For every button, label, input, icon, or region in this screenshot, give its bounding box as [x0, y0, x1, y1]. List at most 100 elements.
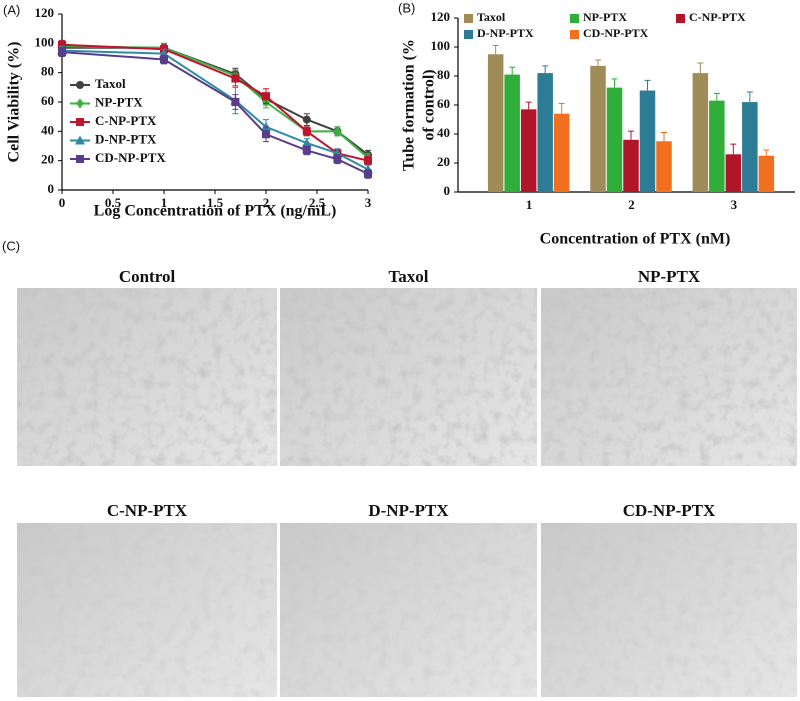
- point: [301, 138, 312, 148]
- bar: [623, 139, 639, 192]
- bar: [504, 74, 520, 192]
- image-title: C-NP-PTX: [107, 501, 188, 520]
- error-bar: [628, 130, 634, 140]
- legend-label: NP-PTX: [95, 94, 143, 109]
- x-tick-label: 2: [263, 195, 270, 210]
- image-title: D-NP-PTX: [368, 501, 449, 520]
- y-tick-label: 120: [431, 9, 451, 24]
- panel-label: (A): [3, 2, 20, 17]
- bar: [656, 141, 672, 192]
- bar: [742, 102, 758, 192]
- x-axis-label: Log Concentration of PTX (ng/mL): [94, 203, 337, 220]
- y-tick-label: 120: [35, 5, 55, 20]
- y-tick-label: 20: [437, 154, 450, 169]
- legend-label: C-NP-PTX: [689, 10, 746, 24]
- panel-label: (C): [2, 238, 20, 253]
- micrograph-texture: [541, 288, 797, 466]
- bar: [725, 154, 742, 192]
- bar: [606, 87, 623, 192]
- legend-swatch: [570, 14, 579, 23]
- image-title: NP-PTX: [638, 267, 701, 286]
- y-tick-label: 60: [437, 96, 450, 111]
- legend-swatch: [570, 30, 579, 39]
- bar: [537, 73, 553, 192]
- point: [364, 169, 372, 178]
- bar: [553, 113, 570, 192]
- x-tick-label: 3: [365, 195, 372, 210]
- image-title: CD-NP-PTX: [623, 501, 716, 520]
- legend-marker: [76, 155, 84, 163]
- error-bar: [697, 62, 704, 74]
- point: [302, 146, 311, 155]
- legend-label: NP-PTX: [583, 10, 627, 24]
- y-tick-label: 0: [48, 181, 55, 196]
- x-tick-label: 1: [526, 197, 533, 212]
- x-tick-label: 1.5: [207, 195, 224, 210]
- point: [364, 156, 372, 165]
- point: [262, 92, 270, 101]
- legend-marker: [76, 118, 84, 126]
- legend-label: CD-NP-PTX: [95, 150, 166, 165]
- legend-label: CD-NP-PTX: [583, 26, 649, 40]
- point: [302, 115, 311, 124]
- bar: [758, 155, 775, 192]
- x-tick-label: 1: [161, 195, 168, 210]
- legend-label: D-NP-PTX: [95, 131, 157, 146]
- y-tick-label: 0: [444, 183, 451, 198]
- bar: [692, 73, 709, 192]
- point: [58, 40, 66, 49]
- error-bar: [558, 103, 565, 114]
- bar: [590, 65, 606, 192]
- error-bar: [542, 65, 549, 74]
- legend-swatch: [464, 30, 473, 39]
- legend-label: D-NP-PTX: [477, 26, 534, 40]
- error-bar: [509, 66, 516, 75]
- bar: [520, 109, 537, 192]
- error-bar: [661, 132, 667, 142]
- legend-label: Taxol: [477, 10, 506, 24]
- error-bar: [644, 79, 651, 91]
- point: [333, 126, 342, 137]
- legend-swatch: [676, 14, 685, 23]
- y-axis-label: Cell Viability (%): [6, 42, 23, 163]
- error-bar: [763, 149, 770, 156]
- bar: [487, 54, 504, 192]
- y-tick-label: 40: [41, 122, 54, 137]
- micrograph-texture: [280, 288, 537, 466]
- y-tick-label: 60: [41, 93, 54, 108]
- micrograph-texture: [280, 523, 537, 697]
- legend-swatch: [464, 14, 473, 23]
- x-tick-label: 0: [59, 195, 66, 210]
- x-tick-label: 0.5: [105, 195, 122, 210]
- y-tick-label: 100: [35, 34, 55, 49]
- point: [302, 127, 311, 136]
- x-tick-label: 2: [628, 197, 635, 212]
- y-axis-label: of control): [421, 69, 438, 140]
- panel-label: (B): [398, 0, 415, 15]
- series: [58, 47, 372, 179]
- y-tick-label: 40: [437, 125, 450, 140]
- x-axis-label: Concentration of PTX (nM): [540, 231, 731, 248]
- error-bar: [595, 59, 601, 66]
- legend-marker: [75, 135, 85, 145]
- y-tick-label: 80: [437, 67, 450, 82]
- y-tick-label: 80: [41, 64, 54, 79]
- error-bar: [746, 91, 753, 103]
- point: [58, 48, 66, 57]
- error-bar: [611, 78, 618, 88]
- error-bar: [730, 143, 737, 155]
- point: [333, 155, 342, 164]
- bar: [709, 100, 725, 192]
- error-bar: [492, 45, 499, 55]
- y-axis-label: Tube formation (%: [401, 39, 418, 171]
- point: [231, 98, 240, 106]
- error-bar: [525, 101, 532, 110]
- x-tick-label: 2.5: [309, 195, 326, 210]
- point: [262, 130, 270, 139]
- point: [231, 74, 240, 83]
- micrograph-texture: [17, 523, 277, 697]
- error-bar: [713, 92, 720, 101]
- micrograph-texture: [541, 523, 797, 697]
- image-title: Control: [119, 267, 176, 286]
